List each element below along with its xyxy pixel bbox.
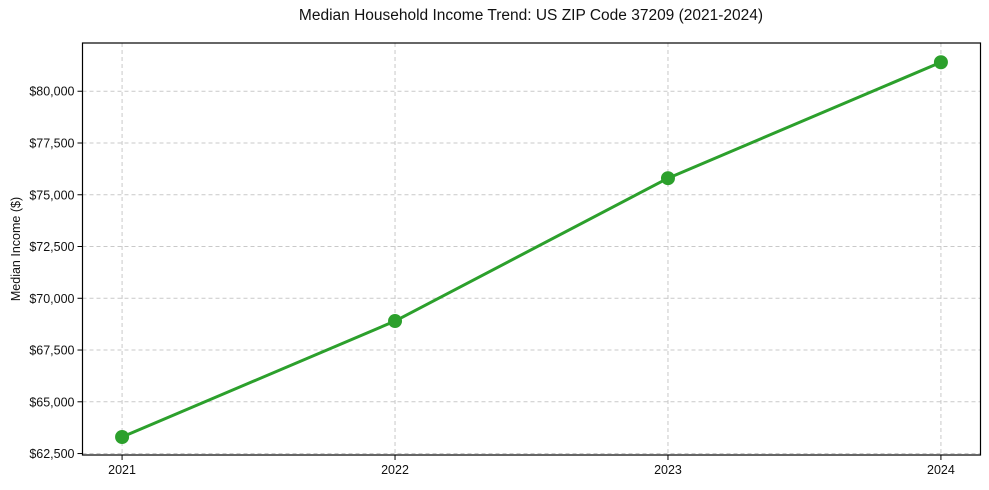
y-tick-label: $65,000	[29, 395, 74, 409]
y-tick-label: $72,500	[29, 240, 74, 254]
y-tick-label: $77,500	[29, 136, 74, 150]
data-point-2023	[660, 171, 675, 186]
data-point-2021	[115, 429, 130, 444]
y-tick-label: $70,000	[29, 292, 74, 306]
x-tick-label: 2024	[927, 463, 955, 477]
y-tick-label: $62,500	[29, 447, 74, 461]
y-tick-label: $75,000	[29, 188, 74, 202]
series-line	[120, 60, 943, 439]
y-tick-label: $67,500	[29, 344, 74, 358]
x-tick-label: 2023	[654, 463, 682, 477]
data-point-2022	[388, 314, 403, 329]
y-tick-label: $80,000	[29, 85, 74, 99]
chart-title: Median Household Income Trend: US ZIP Co…	[298, 7, 764, 24]
x-tick-label: 2021	[108, 463, 136, 477]
plot-border	[81, 42, 982, 456]
x-tick-label: 2022	[381, 463, 409, 477]
data-point-2024	[933, 55, 948, 70]
